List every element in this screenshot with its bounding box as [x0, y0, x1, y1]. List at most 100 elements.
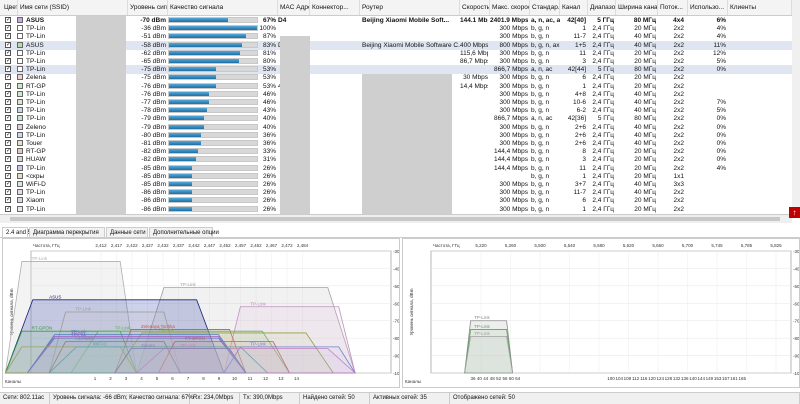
network-color-swatch[interactable]	[17, 148, 23, 155]
column-header[interactable]: Стандар...	[530, 0, 560, 15]
row-checkbox[interactable]	[5, 205, 11, 213]
column-header[interactable]: Диапазон	[588, 0, 616, 15]
network-color-swatch[interactable]	[17, 205, 23, 212]
row-checkbox[interactable]	[5, 114, 11, 122]
row-checkbox[interactable]	[5, 57, 11, 65]
column-header[interactable]: Поток...	[658, 0, 688, 15]
network-color-swatch[interactable]	[17, 58, 23, 64]
row-checkbox[interactable]	[5, 180, 11, 188]
network-color-swatch[interactable]	[17, 66, 23, 73]
network-color-swatch[interactable]	[17, 99, 23, 105]
row-checkbox[interactable]	[5, 196, 11, 204]
row-checkbox[interactable]	[5, 172, 11, 180]
tab-3[interactable]: Дополнительные опции	[149, 227, 219, 237]
network-color-swatch[interactable]	[17, 33, 23, 40]
column-header[interactable]: Клиенты	[728, 0, 792, 15]
row-checkbox[interactable]	[5, 98, 11, 106]
column-header[interactable]: Роутер	[360, 0, 460, 15]
row-checkbox[interactable]	[5, 106, 11, 114]
row-checkbox[interactable]	[5, 90, 11, 98]
row-checkbox[interactable]	[5, 188, 11, 196]
network-color-swatch[interactable]	[17, 107, 23, 114]
column-header[interactable]: Ширина канала	[616, 0, 658, 15]
column-header[interactable]: Цвет	[2, 0, 18, 15]
network-color-swatch[interactable]	[17, 74, 23, 81]
bottom-tick-label: 13	[278, 376, 284, 381]
row-checkbox[interactable]	[5, 16, 11, 24]
scrollbar-thumb[interactable]	[10, 217, 780, 221]
network-color-swatch[interactable]	[17, 140, 23, 146]
tab-2[interactable]: Данные сети	[106, 227, 148, 237]
network-color-swatch[interactable]	[17, 181, 23, 187]
row-checkbox[interactable]	[5, 32, 11, 40]
network-color-swatch[interactable]	[17, 49, 23, 56]
column-header[interactable]: Уровень сигна...	[128, 0, 168, 15]
row-checkbox[interactable]	[5, 82, 11, 90]
network-color-swatch[interactable]	[17, 90, 23, 97]
row-checkbox[interactable]	[5, 139, 11, 147]
row-checkbox[interactable]	[5, 24, 11, 32]
network-color-swatch[interactable]	[17, 25, 23, 32]
network-color-swatch[interactable]	[17, 131, 23, 138]
row-checkbox[interactable]	[5, 147, 11, 155]
column-header[interactable]: Макс. скорость	[490, 0, 530, 15]
network-color-swatch[interactable]	[17, 41, 23, 48]
row-checkbox[interactable]	[5, 49, 11, 57]
tab-0[interactable]: 2.4 and 5Ghz	[2, 227, 42, 237]
row-checkbox[interactable]	[5, 131, 11, 139]
pin-icon[interactable]: ↑	[789, 207, 800, 218]
network-color-swatch[interactable]	[17, 189, 23, 196]
network-color-swatch[interactable]	[17, 115, 23, 122]
row-checkbox[interactable]	[5, 123, 11, 131]
row-checkbox[interactable]	[5, 155, 11, 163]
column-header[interactable]: MAC Адрес (BSSID)	[278, 0, 310, 15]
column-header[interactable]: Качество сигнала	[168, 0, 278, 15]
bottom-tick-label: 2	[109, 376, 112, 381]
cell-std: b, g, n	[531, 74, 550, 82]
row-checkbox[interactable]	[5, 41, 11, 49]
network-color-swatch[interactable]	[17, 164, 23, 171]
cell-ch: 1	[582, 82, 586, 90]
column-header[interactable]: Имя сети (SSID)	[18, 0, 128, 15]
column-header[interactable]: Коннектор...	[310, 0, 360, 15]
network-color-swatch[interactable]	[17, 197, 23, 204]
network-color-swatch[interactable]	[17, 123, 23, 130]
table-vertical-scrollbar[interactable]	[792, 0, 800, 214]
row-checkbox[interactable]	[5, 65, 11, 73]
row-checkbox[interactable]	[5, 73, 11, 81]
table-row[interactable]: ASUS -70 dBm 67%D4 Beijing Xiaomi Mobile So…	[0, 16, 792, 25]
table-horizontal-scrollbar[interactable]	[0, 214, 792, 223]
column-header[interactable]: Скорость	[460, 0, 490, 15]
column-header[interactable]: Канал	[560, 0, 588, 15]
network-color-swatch[interactable]	[17, 156, 23, 163]
column-header[interactable]: Использо...	[688, 0, 728, 15]
network-color-swatch[interactable]	[17, 17, 23, 23]
row-checkbox[interactable]	[5, 164, 11, 172]
tab-1[interactable]: Диаграмма перекрытия	[29, 227, 105, 237]
network-color-swatch[interactable]	[17, 82, 23, 89]
network-color-swatch[interactable]	[17, 172, 23, 179]
table-row[interactable]: <скры -85 dBm 26% b, g, n 1 2,4 ГГц 20 МГц 1x1	[0, 172, 792, 181]
